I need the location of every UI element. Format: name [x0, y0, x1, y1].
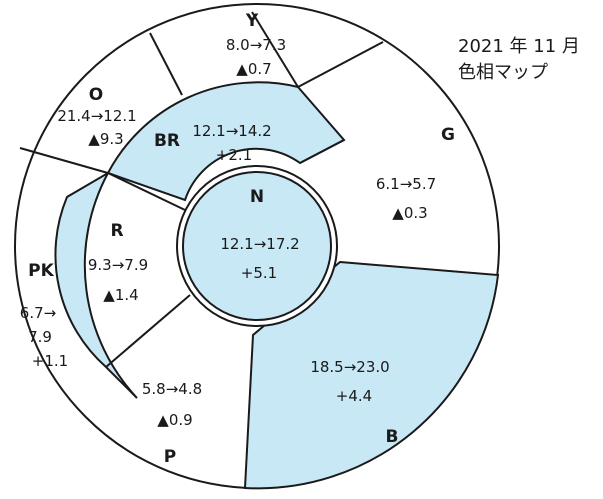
divider-o-y — [149, 32, 183, 96]
segment-pk — [54, 170, 138, 399]
delta-n: +5.1 — [241, 264, 277, 282]
divider-r-p — [105, 294, 191, 368]
segment-n — [182, 171, 332, 321]
label-br: BR — [154, 131, 180, 151]
divider-o-pk — [19, 147, 109, 174]
label-pk: PK — [28, 261, 54, 281]
delta-r: ▲1.4 — [103, 286, 138, 304]
change-b: 18.5→23.0 — [310, 358, 389, 376]
change-p: 5.8→4.8 — [142, 380, 202, 398]
delta-o: ▲9.3 — [88, 130, 123, 148]
label-r: R — [110, 221, 123, 241]
change-pk-a: 6.7→ — [20, 304, 56, 322]
label-p: P — [164, 447, 176, 467]
divider-br-g — [299, 139, 345, 164]
delta-p: ▲0.9 — [157, 411, 192, 429]
delta-br: +2.1 — [216, 146, 252, 164]
change-pk-b: 7.9 — [28, 328, 52, 346]
change-r: 9.3→7.9 — [88, 256, 148, 274]
divider-g — [297, 41, 384, 88]
change-o: 21.4→12.1 — [57, 107, 136, 125]
label-o: O — [89, 85, 103, 105]
segment-b — [243, 260, 500, 490]
divider-r-br — [107, 172, 186, 211]
title-line-1: 2021 年 11 月 — [458, 36, 580, 57]
change-br: 12.1→14.2 — [192, 122, 271, 140]
delta-pk: +1.1 — [32, 352, 68, 370]
delta-g: ▲0.3 — [392, 204, 427, 222]
label-n: N — [250, 187, 264, 207]
label-g: G — [441, 125, 455, 145]
change-n: 12.1→17.2 — [220, 235, 299, 253]
label-y: Y — [245, 11, 259, 31]
delta-y: ▲0.7 — [236, 60, 271, 78]
label-b: B — [386, 427, 399, 447]
change-y: 8.0→7.3 — [226, 36, 286, 54]
title-line-2: 色相マップ — [458, 62, 548, 83]
delta-b: +4.4 — [336, 387, 372, 405]
change-g: 6.1→5.7 — [376, 175, 436, 193]
divider-y-g — [251, 11, 299, 88]
